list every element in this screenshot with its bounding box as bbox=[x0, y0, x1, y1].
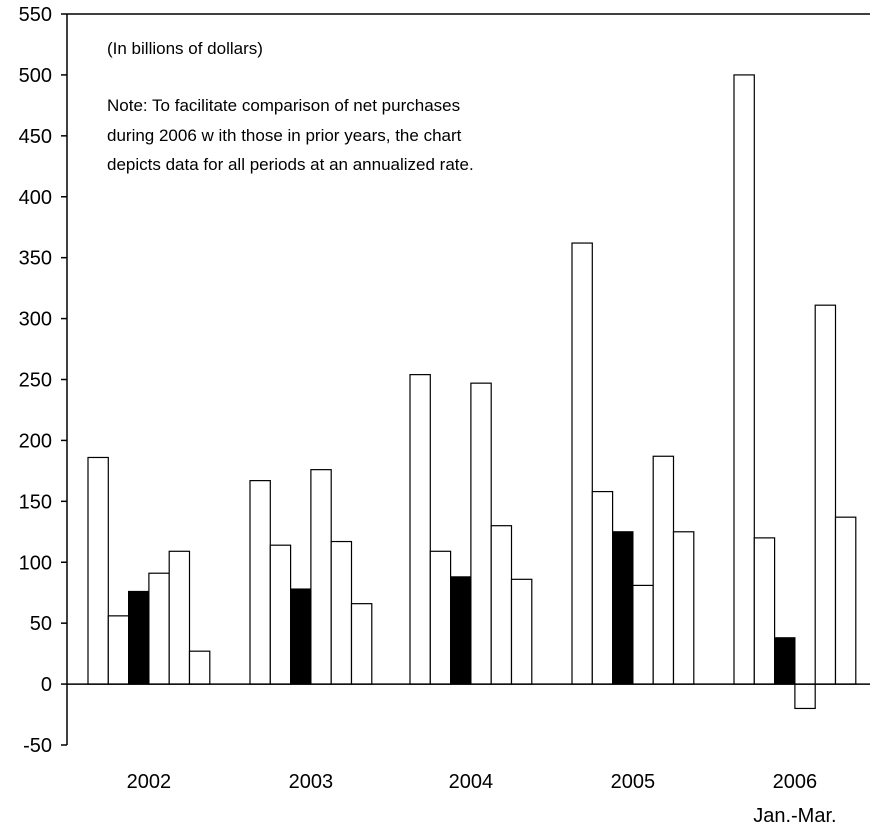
y-axis: -50 0 50 100 150 200 250 300 350 400 450 500 550 bbox=[19, 4, 870, 757]
bar-2003-4 bbox=[330, 540, 353, 685]
y-tick-label: 100 bbox=[19, 552, 52, 574]
bar-2003-1 bbox=[269, 544, 292, 685]
note-line-3: depicts data for all periods at an annua… bbox=[107, 155, 474, 174]
x-tick-sublabel: Jan.-Mar. bbox=[753, 805, 836, 827]
bar-2004-3 bbox=[470, 382, 492, 685]
x-axis: 2002 2003 2004 2005 2006 Jan.-Mar. bbox=[127, 771, 837, 827]
bar-2002-0 bbox=[87, 456, 109, 685]
y-tick-label: 150 bbox=[19, 491, 52, 513]
y-tick-label: 400 bbox=[19, 187, 52, 209]
bar-2006-0 bbox=[733, 74, 755, 685]
bar-2006-3 bbox=[794, 683, 816, 710]
bar-2005-0 bbox=[571, 242, 593, 685]
bar-2006-1 bbox=[753, 537, 776, 685]
y-tick-label: 450 bbox=[19, 126, 52, 148]
bar-2006-2 bbox=[773, 637, 796, 685]
x-tick-label: 2002 bbox=[127, 771, 172, 793]
x-tick-label: 2003 bbox=[289, 771, 334, 793]
bar-2003-2 bbox=[290, 588, 312, 685]
x-tick-label: 2006 bbox=[773, 771, 818, 793]
bar-2002-2 bbox=[128, 590, 150, 685]
note-line-2: during 2006 w ith those in prior years, … bbox=[107, 126, 462, 145]
bar-2006-5 bbox=[834, 516, 857, 685]
bar-2004-2 bbox=[450, 576, 472, 685]
bar-2002-1 bbox=[107, 615, 130, 685]
bar-2004-0 bbox=[409, 374, 431, 685]
bars-group bbox=[87, 74, 857, 710]
bar-2002-3 bbox=[148, 572, 170, 685]
x-tick-label: 2004 bbox=[449, 771, 494, 793]
y-tick-label: 250 bbox=[19, 370, 52, 392]
y-tick-label: 50 bbox=[30, 613, 52, 635]
y-tick-label: 500 bbox=[19, 65, 52, 87]
bar-2003-0 bbox=[249, 480, 271, 685]
bar-2004-1 bbox=[429, 550, 452, 685]
bar-2006-4 bbox=[814, 304, 837, 685]
bar-2005-4 bbox=[652, 455, 675, 685]
bar-2005-5 bbox=[672, 531, 695, 685]
y-tick-label: 350 bbox=[19, 248, 52, 270]
y-tick-label: 0 bbox=[41, 674, 52, 696]
y-tick-label: 200 bbox=[19, 430, 52, 452]
y-tick-label: 550 bbox=[19, 4, 52, 26]
bar-2002-5 bbox=[188, 650, 211, 685]
unit-note: (In billions of dollars) bbox=[107, 39, 263, 58]
note-line-1: Note: To facilitate comparison of net pu… bbox=[107, 96, 460, 115]
y-tick-label: -50 bbox=[23, 735, 52, 757]
bar-2004-5 bbox=[510, 578, 533, 685]
bar-2005-2 bbox=[611, 531, 634, 685]
y-tick-label: 300 bbox=[19, 309, 52, 331]
bar-2005-3 bbox=[632, 584, 654, 685]
bar-2003-5 bbox=[350, 603, 373, 685]
x-tick-label: 2005 bbox=[611, 771, 656, 793]
bar-2004-4 bbox=[490, 525, 513, 685]
bar-2003-3 bbox=[310, 469, 332, 685]
bar-2002-4 bbox=[168, 550, 191, 685]
bar-2005-1 bbox=[591, 490, 614, 685]
